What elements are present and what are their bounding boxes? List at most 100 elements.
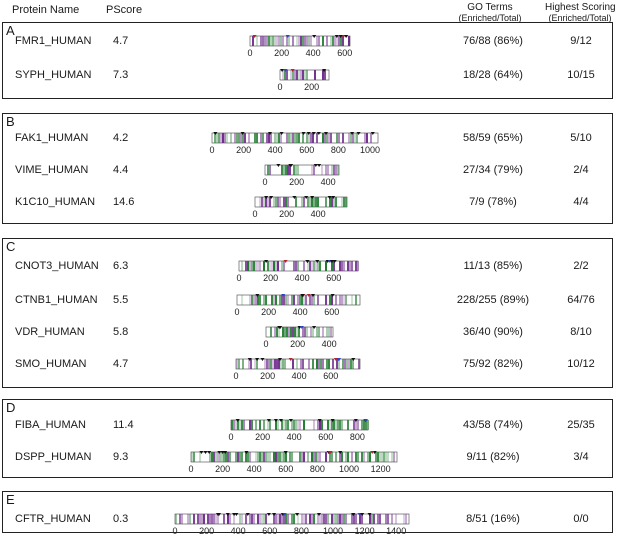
enrichment-stripe [276,133,278,143]
enrichment-stripe [305,514,307,524]
enrichment-stripe [328,133,330,143]
sequence-track-graphic: 0 200 400 600 [233,358,361,381]
tick-label: 400 [247,464,262,474]
enrichment-stripe [276,36,278,46]
enrichment-stripe [249,295,251,305]
enrichment-stripe [341,295,343,305]
enrichment-stripe [285,295,287,305]
enrichment-stripe [303,197,305,207]
enrichment-stripe [301,197,303,207]
enrichment-stripe [333,165,335,175]
enrichment-stripe [219,452,221,462]
site-marker [333,358,338,361]
protein-pscore: 11.4 [113,419,134,431]
enrichment-stripe [319,514,321,524]
enrichment-stripe [251,514,253,524]
enrichment-stripe [313,295,315,305]
enrichment-stripe [350,133,352,143]
enrichment-stripe [331,295,333,305]
site-marker [360,513,365,516]
sequence-track-graphic: 0 200 400 600 800 [228,419,369,442]
enrichment-stripe [345,514,347,524]
enrichment-stripe [259,452,261,462]
enrichment-stripe [251,420,253,430]
site-marker [255,294,260,297]
tick-label: 400 [268,145,283,155]
enrichment-stripe [387,452,389,462]
enrichment-stripe [324,133,326,143]
enrichment-stripe [302,70,304,80]
enrichment-stripe [309,295,311,305]
enrichment-stripe [234,133,236,143]
site-marker [317,164,322,167]
enrichment-stripe [321,165,323,175]
site-marker [353,419,358,422]
site-marker [311,294,315,297]
site-marker [295,513,300,516]
enrichment-stripe [356,133,358,143]
enrichment-stripe [336,359,338,369]
enrichment-stripe [333,197,335,207]
enrichment-stripe [248,133,250,143]
enrichment-stripe [304,36,306,46]
enrichment-stripe [298,133,300,143]
protein-name: FAK1_HUMAN [15,132,89,144]
enrichment-stripe [263,197,265,207]
enrichment-stripe [272,359,274,369]
enrichment-stripe [236,359,238,369]
enrichment-stripe [328,327,330,337]
site-marker [264,196,269,199]
enrichment-stripe [348,359,350,369]
protein-track: 0 200 400 600 [236,256,378,283]
enrichment-stripe [361,452,363,462]
enrichment-stripe [341,452,343,462]
enrichment-stripe [303,295,305,305]
enrichment-stripe [367,420,369,430]
enrichment-stripe [268,133,270,143]
site-marker [278,358,282,361]
enrichment-stripe [283,452,285,462]
enrichment-stripe [223,514,225,524]
enrichment-stripe [307,261,309,271]
enrichment-stripe [285,197,287,207]
enrichment-stripe [306,36,308,46]
enrichment-stripe [262,36,264,46]
enrichment-stripe [230,133,232,143]
tick-label: 800 [350,432,365,442]
enrichment-stripe [282,36,284,46]
enrichment-stripe [273,197,275,207]
enrichment-stripe [191,452,193,462]
enrichment-stripe [257,514,259,524]
enrichment-stripe [247,261,249,271]
enrichment-stripe [283,165,285,175]
enrichment-stripe [287,197,289,207]
site-marker [299,326,304,329]
enrichment-stripe [197,514,199,524]
enrichment-stripe [352,133,354,143]
go-terms-title: GO Terms [467,2,513,13]
enrichment-stripe [341,420,343,430]
site-marker [367,513,372,516]
tick-label: 600 [278,464,293,474]
enrichment-stripe [303,514,305,524]
enrichment-stripe [339,452,341,462]
go-terms-value: 8/51 (16%) [466,513,520,525]
enrichment-stripe [218,133,220,143]
enrichment-stripe [379,452,381,462]
protein-track: 0 200 400 600 [234,290,380,317]
enrichment-stripe [330,327,332,337]
tick-label: 0 [188,464,193,474]
enrichment-stripe [361,514,363,524]
enrichment-stripe [241,295,243,305]
enrichment-stripe [327,165,329,175]
site-marker [266,513,271,516]
enrichment-stripe [275,295,277,305]
enrichment-stripe [339,295,341,305]
enrichment-stripe [268,359,270,369]
protein-name: FIBA_HUMAN [15,419,86,431]
enrichment-stripe [293,261,295,271]
site-marker [334,35,339,38]
protein-row-fiba: FIBA_HUMAN 11.4 0 200 400 600 800 43/58 (74%… [3,415,612,442]
enrichment-stripe [250,359,252,369]
enrichment-stripe [335,295,337,305]
